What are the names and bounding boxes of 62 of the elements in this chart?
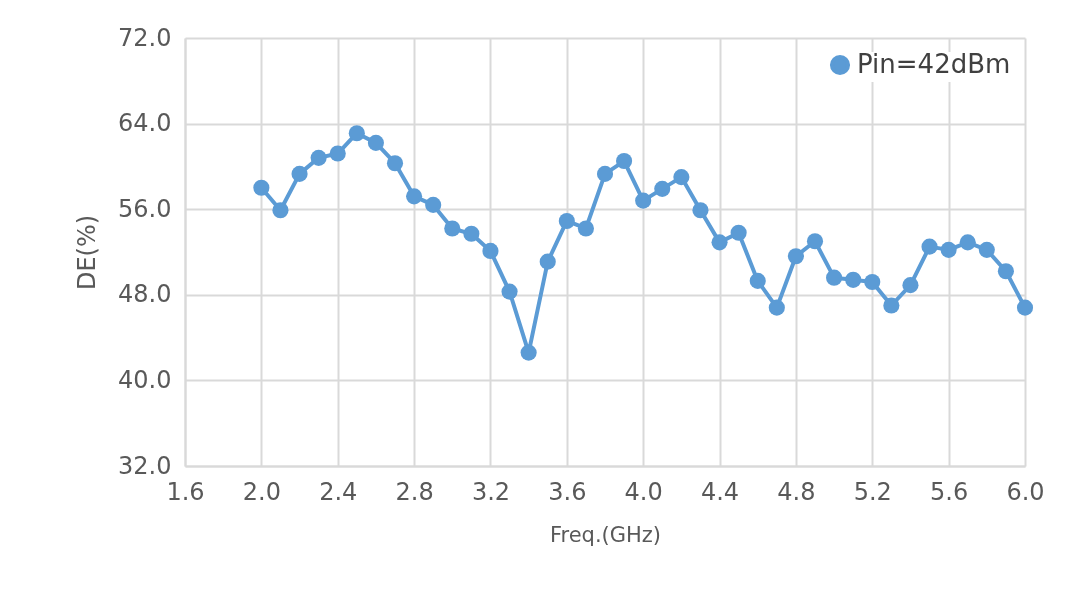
point	[367, 134, 384, 151]
x-tick-label: 1.6	[166, 477, 205, 506]
point	[1016, 299, 1034, 316]
point	[291, 165, 308, 182]
point	[386, 155, 404, 172]
point	[654, 180, 671, 197]
legend-label: Pin=42dBm	[857, 49, 1011, 79]
x-tick-label: 6.0	[1006, 477, 1045, 506]
y-axis-title: DE(%)	[73, 214, 102, 291]
point	[978, 241, 995, 258]
y-tick-label: 72.0	[118, 23, 172, 52]
point	[921, 238, 938, 255]
point	[596, 165, 614, 182]
y-tick-label: 40.0	[118, 365, 172, 394]
y-tick-label: 56.0	[118, 194, 172, 223]
point	[959, 234, 976, 251]
x-tick-label: 3.2	[471, 477, 511, 506]
x-tick-label: 5.2	[853, 477, 892, 506]
x-tick-label: 2.4	[319, 477, 358, 506]
x-tick-label: 4.0	[624, 477, 663, 506]
point	[902, 277, 919, 294]
x-tick-label: 4.8	[777, 477, 816, 506]
x-tick-label: 2.0	[242, 477, 281, 506]
point	[692, 202, 709, 219]
point	[406, 188, 423, 205]
point	[520, 344, 537, 361]
point	[768, 299, 785, 316]
x-tick-label: 2.8	[395, 477, 434, 506]
point	[329, 145, 346, 162]
x-tick-label: 5.6	[930, 477, 969, 506]
point	[635, 192, 652, 209]
point	[272, 202, 289, 219]
point	[482, 242, 499, 259]
point	[463, 225, 480, 242]
point	[749, 272, 766, 289]
x-tick-label: 3.6	[548, 477, 587, 506]
point	[253, 179, 270, 196]
point	[940, 241, 957, 258]
point	[577, 220, 594, 237]
point	[501, 283, 518, 300]
point	[539, 253, 556, 270]
point	[730, 224, 747, 241]
point	[310, 149, 327, 166]
y-tick-label: 32.0	[118, 451, 172, 480]
point	[806, 233, 824, 250]
point	[787, 248, 804, 265]
x-axis-title: Freq.(GHz)	[549, 522, 662, 547]
point	[845, 271, 862, 288]
point	[425, 196, 442, 213]
point	[444, 220, 461, 237]
point	[883, 297, 900, 314]
y-tick-label: 48.0	[118, 280, 172, 309]
y-tick-label: 64.0	[118, 109, 172, 138]
point	[673, 169, 690, 186]
point	[348, 125, 365, 142]
point	[616, 153, 633, 170]
point	[558, 212, 575, 230]
point	[826, 269, 843, 286]
point	[864, 273, 881, 291]
x-tick-label: 4.4	[700, 477, 740, 506]
point	[997, 263, 1014, 280]
point	[711, 234, 728, 251]
